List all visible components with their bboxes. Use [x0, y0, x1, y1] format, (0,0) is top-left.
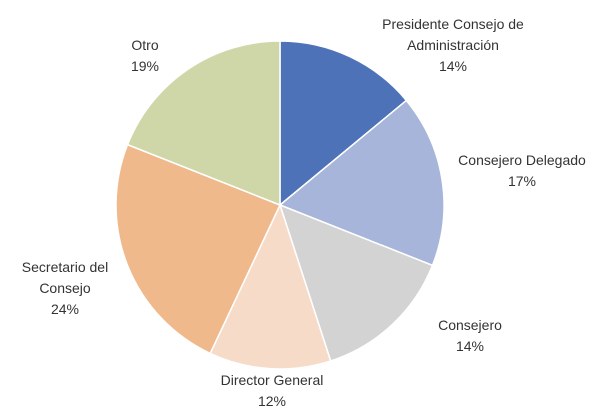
pie-slice — [126, 40, 281, 207]
category-label: Otro — [131, 37, 159, 53]
category-label: Presidente Consejo de Administración — [382, 16, 524, 53]
value-label: 14% — [438, 58, 468, 74]
category-label: Director General — [220, 372, 324, 388]
slice-label: Director General 12% — [172, 370, 372, 409]
category-label: Secretario del Consejo — [21, 259, 109, 296]
value-label: 19% — [130, 58, 160, 74]
slice-label: Consejero Delegado 17% — [412, 150, 605, 192]
slice-label: Secretario del Consejo 24% — [5, 257, 125, 320]
slice-label: Consejero 14% — [370, 315, 570, 357]
pie-slice — [278, 99, 445, 267]
value-label: 14% — [455, 338, 485, 354]
slice-label: Presidente Consejo de Administración 14% — [353, 14, 553, 77]
category-label: Consejero — [438, 317, 502, 333]
category-label: Consejero Delegado — [458, 152, 586, 168]
value-label: 17% — [507, 173, 537, 189]
slice-label: Otro 19% — [85, 35, 205, 77]
pie-slice — [279, 40, 408, 207]
pie-slice — [115, 143, 282, 355]
pie-slice — [209, 202, 332, 370]
value-label: 24% — [50, 301, 80, 317]
value-label: 12% — [257, 393, 287, 409]
